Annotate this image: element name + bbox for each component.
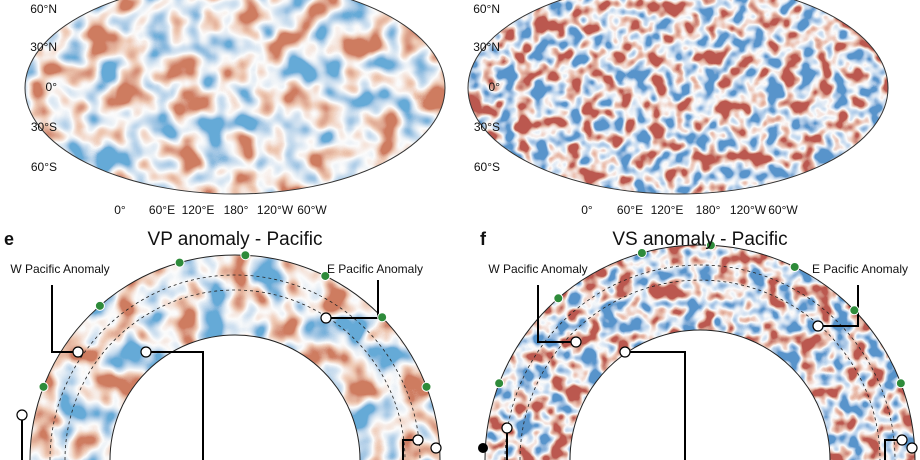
map-outline — [24, 0, 446, 195]
lat-label: 60°S — [474, 160, 500, 174]
anomaly-dot — [501, 422, 513, 434]
callout-label: W Pacific Anomaly — [488, 262, 587, 276]
section-dashed — [49, 274, 421, 460]
station-dot — [895, 378, 906, 389]
station-dot — [377, 312, 388, 323]
anomaly-dot — [619, 346, 631, 358]
anomaly-dot — [16, 409, 28, 421]
lon-label: 180° — [696, 203, 721, 217]
anomaly-dot — [478, 443, 488, 453]
section-outline — [484, 244, 916, 460]
labels: 60°N30°N0°30°S60°S0° 60°E 120°E 180° 120°W 60… — [4, 2, 908, 276]
station-dot — [240, 250, 251, 261]
section-outline — [29, 254, 441, 460]
lat-label: 60°N — [473, 2, 500, 16]
anomaly-dot — [906, 442, 918, 454]
anomaly-dot — [430, 442, 442, 454]
lon-label: 60°E — [149, 203, 175, 217]
map-outline — [467, 0, 889, 195]
anomaly-dot — [412, 434, 424, 446]
lon-label: 120°W — [730, 203, 767, 217]
station-dot — [789, 261, 800, 272]
panel-title: VP anomaly - Pacific — [148, 229, 323, 250]
anomaly-dot — [72, 346, 84, 358]
anomaly-dot — [812, 320, 824, 332]
station-dot — [174, 257, 185, 268]
station-dot — [94, 300, 105, 311]
lon-label: 0° — [114, 203, 126, 217]
station-dot — [421, 381, 432, 392]
station-dot — [849, 305, 860, 316]
station-dot — [38, 381, 49, 392]
callout-lines — [21, 280, 902, 460]
anomaly-dot — [140, 346, 152, 358]
lat-label: 0° — [46, 80, 58, 94]
station-dot — [320, 270, 331, 281]
map-panels — [24, 0, 889, 195]
lat-label: 30°S — [474, 120, 500, 134]
anomaly-dot — [896, 434, 908, 446]
lat-label: 0° — [489, 80, 501, 94]
lon-label: 60°E — [617, 203, 643, 217]
lon-label: 180° — [224, 203, 249, 217]
markers — [16, 240, 918, 454]
lon-label: 60°W — [768, 203, 798, 217]
station-dot — [636, 247, 647, 258]
station-dot — [553, 293, 564, 304]
station-dot — [494, 378, 505, 389]
lat-label: 30°N — [30, 40, 57, 54]
lat-label: 30°S — [31, 120, 57, 134]
station-dot — [705, 240, 716, 251]
lon-label: 0° — [581, 203, 593, 217]
map-field — [468, 0, 888, 194]
panel-title: VS anomaly - Pacific — [612, 229, 787, 250]
map-field — [25, 0, 445, 194]
lon-label: 120°E — [182, 203, 215, 217]
callout-label: E Pacific Anomaly — [812, 262, 908, 276]
lat-label: 30°N — [473, 40, 500, 54]
lat-label: 60°S — [31, 160, 57, 174]
anomaly-dot — [570, 336, 582, 348]
callout-label: E Pacific Anomaly — [327, 262, 423, 276]
section-dashed — [504, 264, 896, 460]
section-panels — [16, 240, 918, 460]
lon-label: 120°W — [257, 203, 294, 217]
lon-label: 120°E — [651, 203, 684, 217]
callout-label: W Pacific Anomaly — [10, 262, 109, 276]
lon-label: 60°W — [297, 203, 327, 217]
anomaly-dot — [320, 312, 332, 324]
lat-label: 60°N — [30, 2, 57, 16]
panel-letter: f — [480, 229, 487, 249]
panel-letter: e — [4, 229, 14, 249]
